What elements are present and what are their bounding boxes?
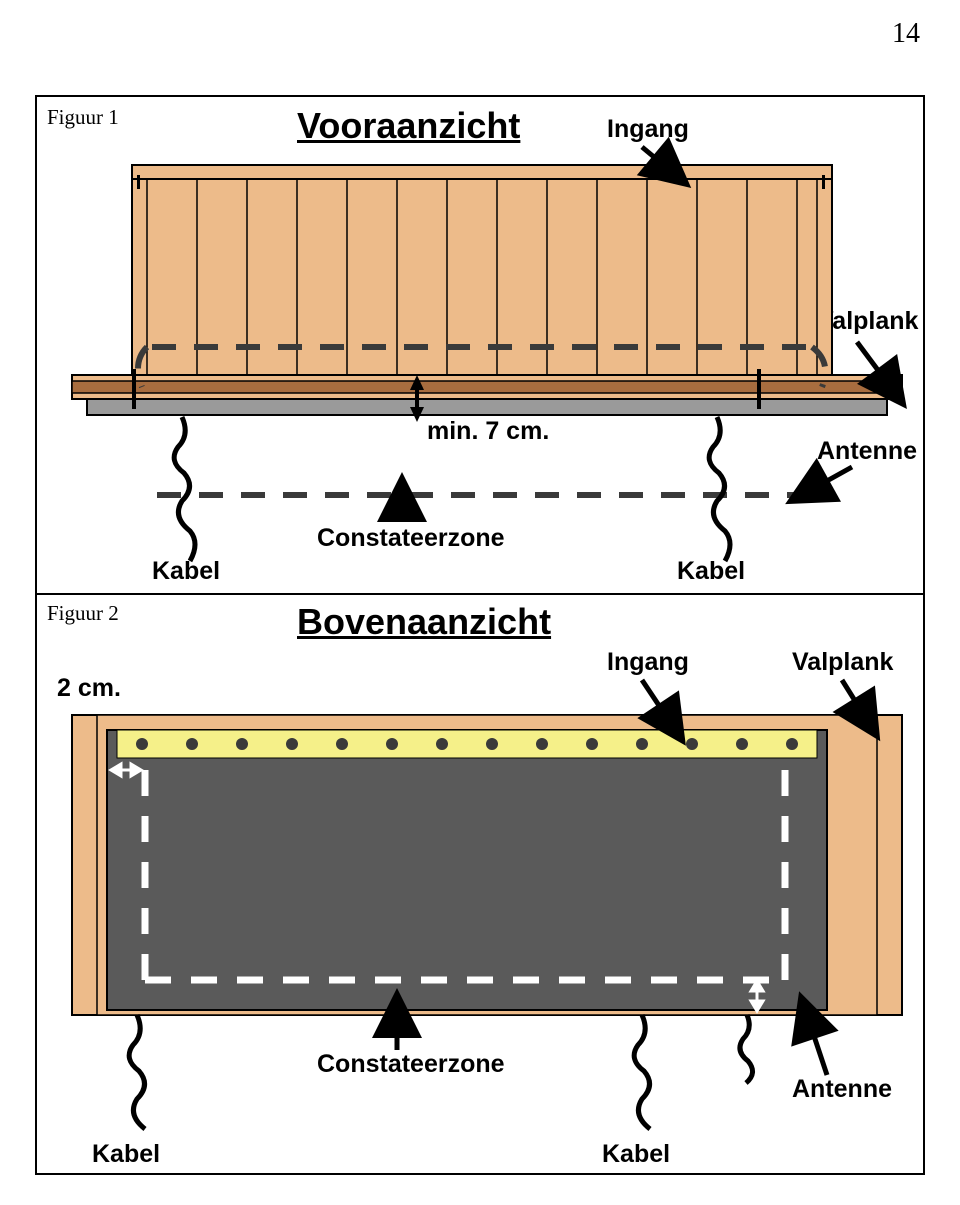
figure1-frame: Figuur 1 Vooraanzicht Ingang Valplank An…	[35, 95, 925, 595]
figure2-svg	[37, 595, 927, 1175]
figure2-frame: Figuur 2 Bovenaanzicht Ingang Valplank 2…	[35, 595, 925, 1175]
figure1-svg	[37, 97, 927, 597]
page-number: 14	[892, 18, 920, 50]
